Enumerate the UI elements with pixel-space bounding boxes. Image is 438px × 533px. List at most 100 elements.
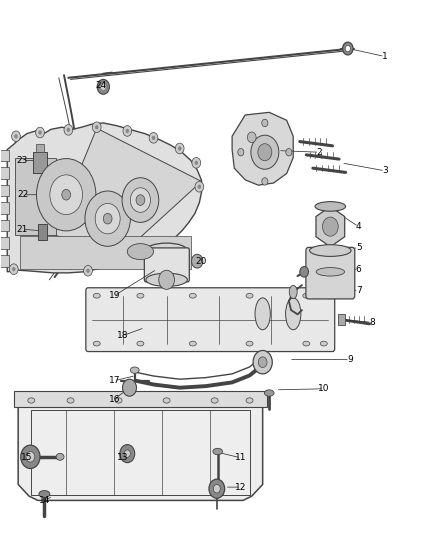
Text: 11: 11: [235, 454, 247, 463]
Bar: [38, 224, 47, 240]
Ellipse shape: [286, 298, 301, 330]
Circle shape: [195, 181, 204, 192]
Ellipse shape: [303, 293, 310, 298]
Ellipse shape: [310, 245, 351, 256]
Polygon shape: [18, 394, 263, 500]
Text: 4: 4: [356, 222, 361, 231]
Ellipse shape: [131, 367, 139, 373]
Ellipse shape: [315, 201, 346, 211]
Text: 9: 9: [347, 355, 353, 364]
Text: 20: 20: [196, 257, 207, 265]
Ellipse shape: [146, 273, 187, 286]
Circle shape: [38, 131, 42, 135]
Ellipse shape: [289, 285, 297, 298]
Ellipse shape: [115, 398, 122, 403]
Circle shape: [194, 161, 198, 165]
Bar: [14, 158, 56, 235]
FancyBboxPatch shape: [306, 247, 355, 299]
Ellipse shape: [189, 341, 196, 346]
Circle shape: [95, 204, 120, 234]
Text: 6: 6: [356, 265, 362, 273]
Bar: [20, 236, 191, 269]
Circle shape: [10, 264, 18, 274]
Ellipse shape: [303, 341, 310, 346]
Ellipse shape: [265, 390, 274, 396]
Ellipse shape: [146, 243, 187, 258]
Circle shape: [26, 451, 35, 462]
Ellipse shape: [316, 268, 345, 276]
Circle shape: [50, 175, 82, 215]
Bar: [0, 220, 10, 231]
Circle shape: [286, 149, 292, 156]
Ellipse shape: [189, 293, 196, 298]
Circle shape: [131, 188, 151, 212]
Circle shape: [192, 158, 201, 168]
Bar: [338, 314, 345, 325]
Circle shape: [21, 445, 40, 469]
Circle shape: [67, 128, 70, 132]
Ellipse shape: [320, 293, 327, 298]
Circle shape: [247, 132, 256, 143]
Circle shape: [345, 45, 350, 52]
Polygon shape: [232, 112, 293, 185]
Circle shape: [175, 143, 184, 154]
Bar: [31, 410, 250, 495]
FancyBboxPatch shape: [86, 288, 335, 352]
Circle shape: [122, 177, 159, 222]
Circle shape: [178, 147, 181, 151]
Circle shape: [12, 131, 20, 142]
Text: 15: 15: [21, 454, 33, 463]
Bar: [0, 150, 10, 161]
Bar: [35, 144, 44, 152]
Circle shape: [123, 126, 132, 136]
Text: 17: 17: [109, 376, 120, 385]
Text: 14: 14: [39, 496, 50, 505]
Bar: [0, 202, 10, 214]
Polygon shape: [316, 206, 345, 247]
Circle shape: [251, 135, 279, 169]
Circle shape: [100, 83, 106, 91]
Circle shape: [95, 125, 99, 130]
Circle shape: [136, 195, 145, 205]
Circle shape: [35, 127, 44, 138]
Text: 16: 16: [109, 395, 120, 404]
Text: 5: 5: [356, 244, 362, 253]
Text: 7: 7: [356, 286, 362, 295]
Ellipse shape: [320, 341, 327, 346]
Text: 1: 1: [382, 52, 388, 61]
Circle shape: [124, 450, 131, 457]
Bar: [14, 391, 267, 407]
Ellipse shape: [56, 454, 64, 461]
Circle shape: [64, 125, 73, 135]
Circle shape: [12, 267, 15, 271]
Circle shape: [213, 484, 220, 493]
Ellipse shape: [163, 398, 170, 403]
Bar: [33, 152, 46, 173]
Circle shape: [14, 134, 18, 139]
Ellipse shape: [28, 398, 35, 403]
Circle shape: [126, 129, 129, 133]
Circle shape: [103, 213, 112, 224]
Ellipse shape: [137, 341, 144, 346]
Ellipse shape: [127, 244, 153, 260]
Circle shape: [84, 265, 92, 276]
Circle shape: [322, 217, 338, 236]
Text: 18: 18: [117, 331, 129, 340]
Circle shape: [209, 479, 225, 498]
Bar: [0, 237, 10, 249]
Bar: [0, 167, 10, 179]
FancyBboxPatch shape: [145, 248, 189, 282]
Polygon shape: [7, 123, 201, 273]
Circle shape: [92, 122, 101, 133]
Circle shape: [253, 351, 272, 374]
Ellipse shape: [39, 490, 50, 497]
Polygon shape: [53, 128, 201, 245]
Ellipse shape: [246, 293, 253, 298]
Ellipse shape: [246, 398, 253, 403]
Text: 21: 21: [17, 225, 28, 234]
Circle shape: [198, 184, 201, 189]
Text: 22: 22: [17, 190, 28, 199]
Circle shape: [86, 269, 90, 273]
Circle shape: [191, 254, 203, 268]
Circle shape: [120, 445, 135, 463]
